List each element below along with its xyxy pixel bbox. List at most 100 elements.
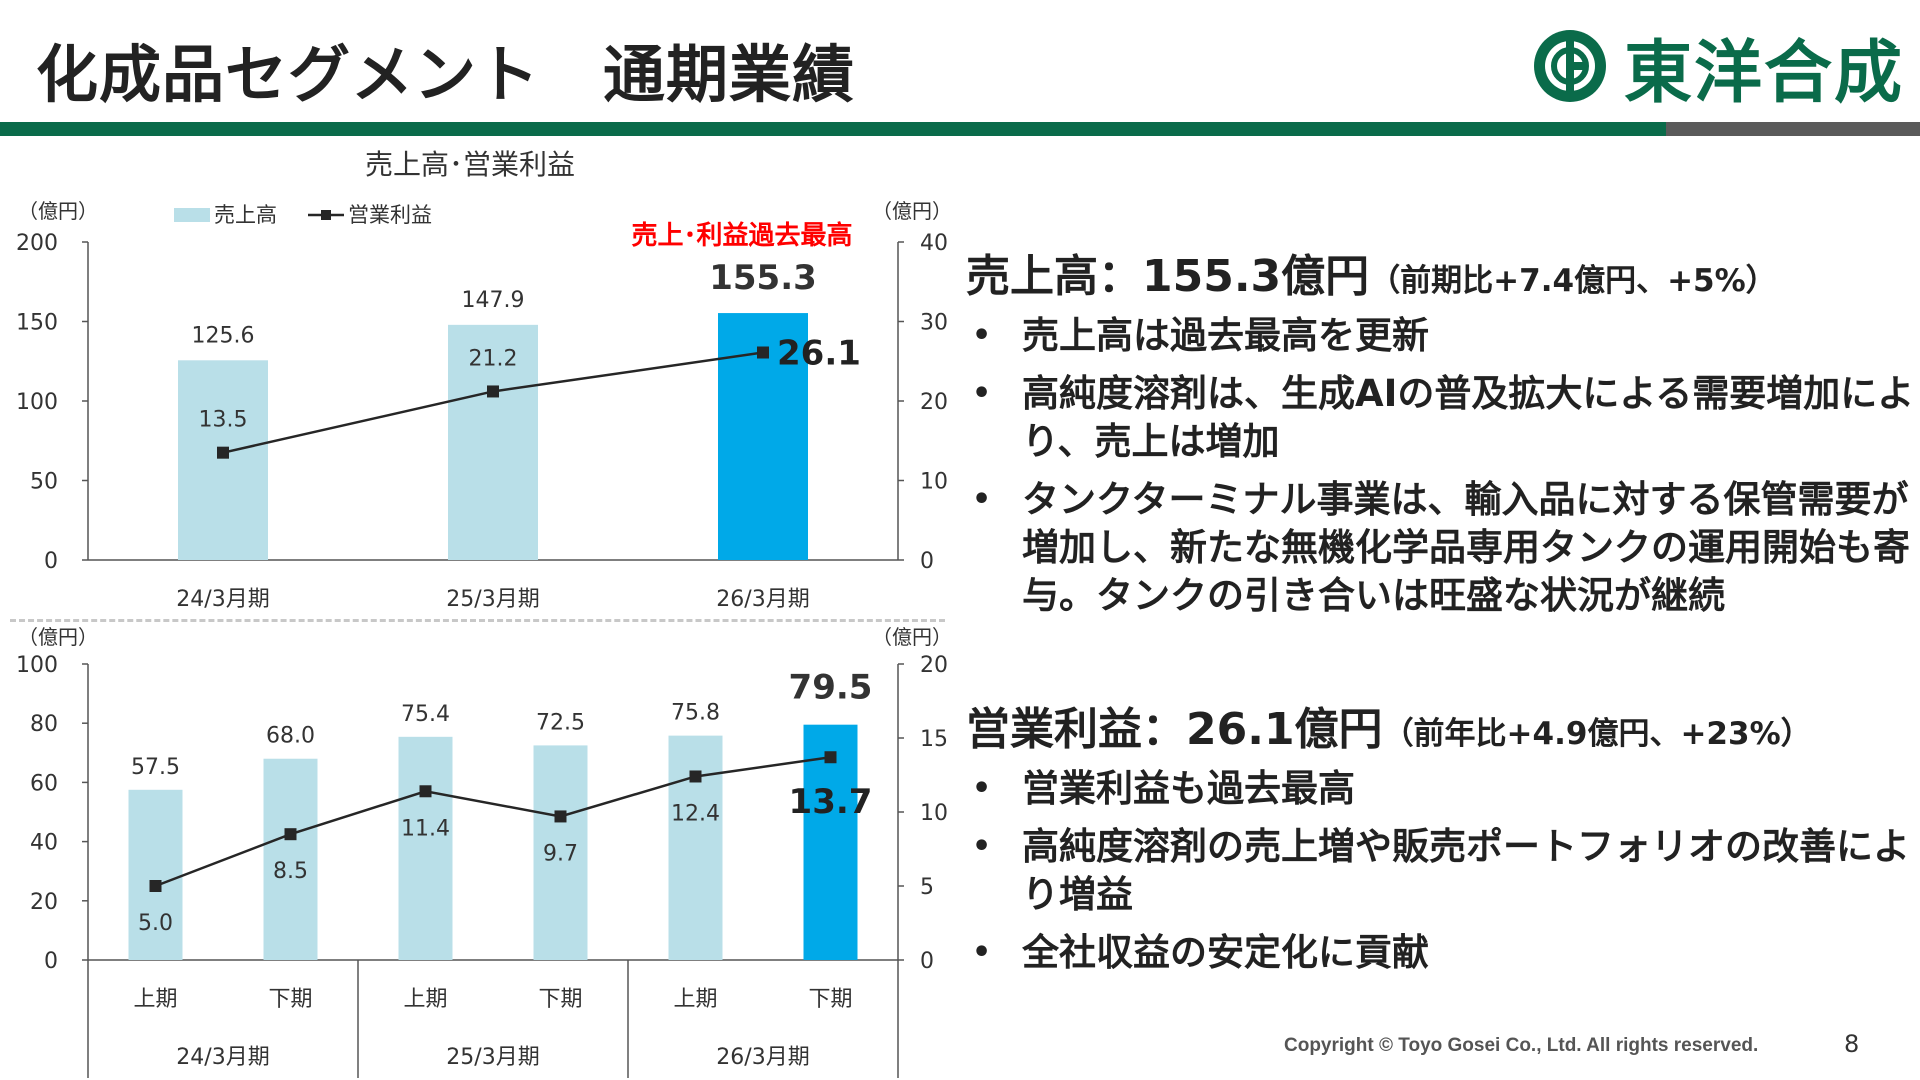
- category-label: 上期: [133, 987, 177, 1012]
- sales-headline-main: 売上高：155.3億円: [966, 251, 1370, 302]
- right-tick-label: 0: [920, 549, 934, 574]
- bullet-item: • 高純度溶剤の売上増や販売ポートフォリオの改善により増益: [966, 823, 1916, 919]
- group-label: 26/3月期: [716, 1045, 809, 1070]
- bullet-item: • 全社収益の安定化に貢献: [966, 929, 1916, 977]
- bullet-text: 営業利益も過去最高: [1022, 767, 1355, 810]
- profit-label: 13.7: [789, 782, 873, 822]
- left-tick-label: 40: [30, 831, 58, 856]
- halfyear-sales-profit-chart: （億円） （億円） 0 20 40 60 80 100 0 5 10 15 20 24/3月期 25/3月期…: [16, 625, 952, 1078]
- right-tick-label: 40: [920, 231, 948, 256]
- bullet-item: • 高純度溶剤は、生成AIの普及拡大による需要増加により、売上は増加: [966, 370, 1916, 466]
- category-label: 下期: [268, 987, 312, 1012]
- profit-point: [149, 880, 162, 892]
- category-label: 25/3月期: [446, 587, 539, 612]
- sales-bar-label: 147.9: [462, 288, 525, 313]
- category-label: 24/3月期: [176, 587, 269, 612]
- bullet-text: 高純度溶剤の売上増や販売ポートフォリオの改善により増益: [1022, 825, 1910, 916]
- profit-label: 21.2: [469, 346, 518, 371]
- sales-summary: 売上高：155.3億円（前期比+7.4億円、+5%） • 売上高は過去最高を更新 …: [966, 240, 1916, 630]
- sales-bar-label: 57.5: [131, 755, 180, 780]
- profit-label: 11.4: [401, 816, 450, 841]
- sales-bar: [263, 758, 318, 960]
- sales-bar-label: 155.3: [709, 258, 817, 298]
- right-axis-unit: （億円）: [872, 625, 952, 649]
- profit-summary: 営業利益：26.1億円（前年比+4.9億円、+23%） • 営業利益も過去最高 •…: [966, 693, 1916, 987]
- sales-bar: [448, 324, 538, 560]
- sales-bar-label: 75.4: [401, 702, 450, 727]
- bullet-text: タンクターミナル事業は、輸入品に対する保管需要が増加し、新たな無機化学品専用タン…: [1022, 478, 1910, 617]
- profit-point: [689, 770, 702, 783]
- sales-headline-sub: （前期比+7.4億円、+5%）: [1369, 263, 1777, 299]
- company-logo: 東洋合成: [1530, 26, 1904, 113]
- profit-point: [554, 810, 567, 823]
- profit-line: [155, 756, 831, 888]
- profit-point: [487, 385, 499, 398]
- right-tick-label: 15: [920, 727, 948, 752]
- logo-mark-icon: [1534, 30, 1606, 102]
- bullet-item: • タンクターミナル事業は、輸入品に対する保管需要が増加し、新たな無機化学品専用タ…: [966, 476, 1916, 620]
- left-tick-label: 20: [30, 890, 58, 915]
- group-label: 25/3月期: [446, 1045, 539, 1070]
- right-tick-label: 5: [920, 875, 934, 900]
- bullet-item: • 売上高は過去最高を更新: [966, 312, 1916, 360]
- profit-label: 8.5: [273, 859, 308, 884]
- bullet-text: 売上高は過去最高を更新: [1022, 314, 1429, 357]
- left-tick-label: 60: [30, 771, 58, 796]
- header-band-gray: [1666, 122, 1920, 136]
- bullet-dot: •: [972, 482, 992, 517]
- left-tick-label: 0: [44, 549, 58, 574]
- profit-point: [217, 446, 229, 459]
- profit-point: [284, 828, 297, 841]
- profit-point: [757, 346, 769, 359]
- legend-label-line: 営業利益: [348, 203, 432, 227]
- bullet-text: 全社収益の安定化に貢献: [1022, 931, 1429, 974]
- legend-marker: [321, 210, 331, 220]
- page-title: 化成品セグメント 通期業績: [36, 38, 856, 111]
- profit-label: 12.4: [671, 801, 720, 826]
- right-tick-label: 10: [920, 470, 948, 495]
- category-label: 下期: [808, 987, 852, 1012]
- profit-headline-sub: （前年比+4.9億円、+23%）: [1382, 716, 1812, 752]
- logo-text: 東洋合成: [1624, 33, 1905, 113]
- sales-bar-label: 125.6: [192, 323, 255, 348]
- sales-bar-label: 79.5: [789, 668, 873, 708]
- category-label: 26/3月期: [716, 587, 809, 612]
- copyright-notice: Copyright © Toyo Gosei Co., Ltd. All rig…: [1284, 1035, 1759, 1056]
- left-axis-unit: （億円）: [18, 199, 98, 223]
- profit-headline: 営業利益：26.1億円（前年比+4.9億円、+23%）: [966, 693, 1916, 757]
- category-label: 上期: [673, 987, 717, 1012]
- sales-bar-label: 68.0: [266, 724, 315, 749]
- sales-bar: [803, 724, 858, 960]
- left-tick-label: 100: [16, 390, 58, 415]
- sales-bar: [533, 745, 588, 960]
- header-band-green: [0, 122, 1666, 136]
- sales-bar-label: 72.5: [536, 710, 585, 735]
- page-number: 8: [1844, 1030, 1860, 1058]
- profit-label: 13.5: [199, 408, 248, 433]
- right-axis-unit: （億円）: [872, 199, 952, 223]
- bullet-dot: •: [972, 771, 992, 806]
- left-tick-label: 50: [30, 470, 58, 495]
- chart-title: 売上高･営業利益: [365, 148, 575, 181]
- profit-point: [824, 751, 837, 764]
- right-tick-label: 30: [920, 311, 948, 336]
- annual-sales-profit-chart: 売上高･営業利益 （億円） （億円） 売上高 営業利益 0 50 100 150 200 0 10 20…: [16, 148, 952, 612]
- category-label: 上期: [403, 987, 447, 1012]
- sales-bullets: • 売上高は過去最高を更新 • 高純度溶剤は、生成AIの普及拡大による需要増加により…: [966, 312, 1916, 620]
- profit-headline-main: 営業利益：26.1億円: [966, 704, 1383, 755]
- sales-bar-label: 75.8: [671, 701, 720, 726]
- left-tick-label: 150: [16, 311, 58, 336]
- sales-bar: [128, 789, 183, 960]
- left-tick-label: 0: [44, 949, 58, 974]
- profit-label: 5.0: [138, 911, 173, 936]
- left-axis-unit: （億円）: [18, 625, 98, 649]
- right-tick-label: 0: [920, 949, 934, 974]
- category-label: 下期: [538, 987, 582, 1012]
- right-tick-label: 20: [920, 653, 948, 678]
- profit-bullets: • 営業利益も過去最高 • 高純度溶剤の売上増や販売ポートフォリオの改善により増益 …: [966, 765, 1916, 977]
- left-tick-label: 80: [30, 712, 58, 737]
- sales-bar: [178, 360, 268, 560]
- left-tick-label: 200: [16, 231, 58, 256]
- bullet-text: 高純度溶剤は、生成AIの普及拡大による需要増加により、売上は増加: [1022, 372, 1915, 463]
- legend-label-bar: 売上高: [214, 203, 277, 227]
